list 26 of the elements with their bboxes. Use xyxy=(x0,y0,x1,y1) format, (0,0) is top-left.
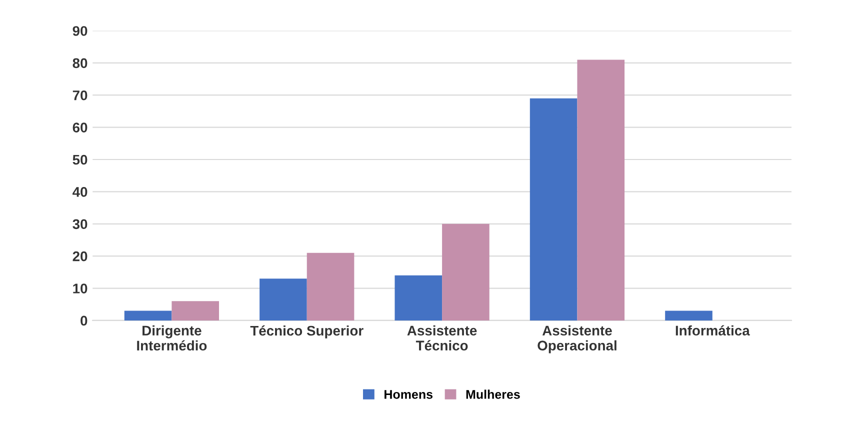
bar xyxy=(530,98,578,320)
y-tick-label: 90 xyxy=(72,26,88,36)
x-tick-label: Técnico Superior xyxy=(250,325,364,338)
y-tick-label: 60 xyxy=(72,122,88,132)
y-tick-label: 30 xyxy=(72,219,88,230)
y-tick-label: 50 xyxy=(72,154,88,165)
bar xyxy=(394,275,442,320)
x-tick-label: Assistente Técnico xyxy=(407,325,477,350)
bar xyxy=(577,60,625,320)
x-tick-label: Informática xyxy=(676,325,750,336)
legend-label: Homens xyxy=(384,390,433,399)
y-tick-label: 10 xyxy=(73,284,88,294)
bar xyxy=(306,252,354,320)
legend-label: Mulheres xyxy=(466,390,520,399)
x-tick-label: Assistente Operacional xyxy=(538,325,616,354)
y-tick-label: 40 xyxy=(72,187,88,197)
bar xyxy=(124,310,172,320)
y-tick-label: 70 xyxy=(72,90,88,100)
bar xyxy=(442,224,490,320)
y-tick-label: 80 xyxy=(72,58,88,68)
bar xyxy=(260,278,307,320)
y-tick-label: 20 xyxy=(72,251,88,262)
x-tick-label: Dirigente Intermédio xyxy=(137,325,207,351)
bar xyxy=(172,301,220,320)
bar xyxy=(665,310,712,320)
y-tick-label: 0 xyxy=(80,316,88,326)
